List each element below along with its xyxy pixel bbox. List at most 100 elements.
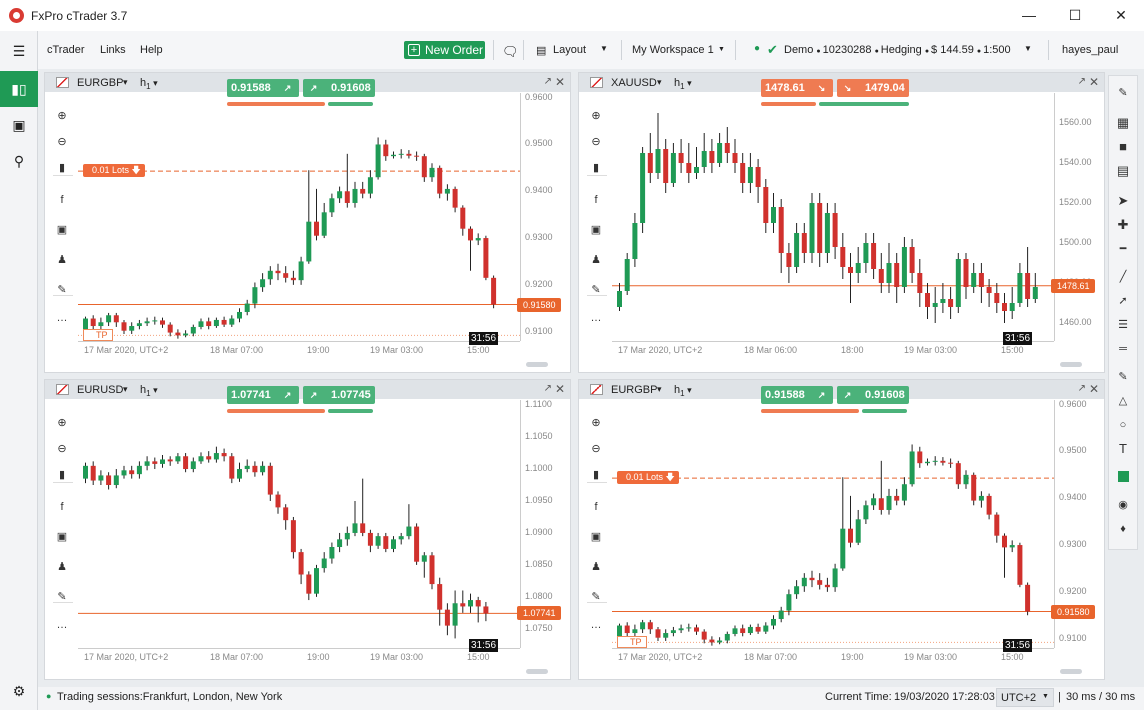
color-swatch[interactable] — [1109, 466, 1137, 488]
chart-type-icon[interactable]: ▮ — [592, 469, 600, 481]
chart-scrollbar[interactable] — [526, 669, 548, 674]
close-chart-icon[interactable]: ✕ — [1088, 75, 1099, 89]
chart-panel-eurgbp[interactable]: EURGBP ▾ h1 ▾ ↗ ✕ ⊕ ⊖ ▮ f ▣ ♟ ✎… 0.91588 ↗ ↗ 0.91608 0.9… — [578, 379, 1105, 680]
maximize-icon[interactable]: ☐ — [1068, 7, 1082, 23]
facebook-icon[interactable]: f — [594, 194, 598, 206]
sell-button[interactable]: 0.91588 ↗ — [227, 79, 299, 97]
bell-icon[interactable]: ♦ — [1120, 523, 1126, 535]
popout-icon[interactable]: ↗ — [1077, 383, 1086, 394]
symbol-name[interactable]: EURGBP — [611, 384, 658, 396]
ray-icon[interactable]: ➚ — [1118, 295, 1128, 307]
chevron-down-icon[interactable]: ▼ — [1024, 44, 1032, 53]
timeframe-select[interactable]: h1 ▾ — [140, 384, 158, 398]
username[interactable]: hayes_paul — [1062, 44, 1119, 56]
menu-ctrader[interactable]: cTrader — [47, 44, 85, 56]
horizontal-line-icon[interactable]: ━ — [1119, 243, 1127, 255]
sidebar-trade-icon[interactable]: ▮▯ — [0, 71, 38, 107]
order-lots-label[interactable]: 0.01 Lots 🡇 — [83, 164, 145, 178]
more-icon[interactable]: … — [590, 312, 602, 324]
order-lots-label[interactable]: 0.01 Lots 🡇 — [617, 471, 679, 485]
popout-icon[interactable]: ↗ — [543, 383, 552, 394]
chart-scrollbar[interactable] — [1060, 362, 1082, 367]
more-icon[interactable]: … — [56, 619, 68, 631]
account-info[interactable]: Demo ● 10230288 ● Hedging ● $ 144.59 ● 1… — [784, 44, 1011, 56]
buy-button[interactable]: ↗ 0.91608 — [303, 79, 375, 97]
sidebar-analyze-icon[interactable]: ⚲ — [13, 153, 25, 169]
chart-type-icon[interactable]: ▮ — [58, 469, 66, 481]
person-icon[interactable]: ♟ — [57, 254, 67, 266]
chart-scrollbar[interactable] — [1060, 669, 1082, 674]
menu-links[interactable]: Links — [100, 44, 126, 56]
time-axis[interactable]: 17 Mar 2020, UTC+2 18 Mar 07:00 19:00 19 Ma… — [612, 648, 1054, 664]
timeframe-select[interactable]: h1 ▾ — [674, 77, 692, 91]
split-layout-icon[interactable]: ▤ — [1116, 163, 1130, 178]
zoom-in-icon[interactable]: ⊕ — [591, 110, 601, 122]
price-plot[interactable] — [612, 400, 1054, 648]
symbol-name[interactable]: XAUUSD — [611, 77, 657, 89]
bot-icon[interactable]: ▣ — [590, 224, 602, 236]
more-icon[interactable]: … — [56, 312, 68, 324]
single-layout-icon[interactable]: ■ — [1119, 139, 1127, 154]
sell-button[interactable]: 1.07741 ↗ — [227, 386, 299, 404]
chart-settings-icon[interactable]: ✎ — [591, 284, 601, 296]
new-order-button[interactable]: + New Order — [404, 41, 485, 59]
triangle-icon[interactable]: △ — [1118, 395, 1128, 407]
person-icon[interactable]: ♟ — [591, 561, 601, 573]
price-plot[interactable] — [78, 93, 520, 341]
chart-type-icon[interactable]: ▮ — [58, 162, 66, 174]
bot-icon[interactable]: ▣ — [590, 531, 602, 543]
timezone-select[interactable]: UTC+2 ▼ — [996, 688, 1054, 707]
price-plot[interactable] — [78, 400, 520, 648]
hamburger-menu-icon[interactable]: ☰ — [12, 43, 26, 59]
trend-line-icon[interactable]: ╱ — [1119, 271, 1127, 283]
timeframe-select[interactable]: h1 ▾ — [674, 384, 692, 398]
chart-panel-eurusd[interactable]: EURUSD ▾ h1 ▾ ↗ ✕ ⊕ ⊖ ▮ f ▣ ♟ ✎… 1.07741 ↗ ↗ 1.07745 1.1… — [44, 379, 571, 680]
menu-help[interactable]: Help — [140, 44, 163, 56]
price-axis[interactable]: 0.9600 0.9500 0.9400 0.9300 0.9200 0.9100 — [1054, 399, 1098, 648]
price-axis[interactable]: 1560.001540.001520.001500.001480.001460.… — [1054, 93, 1098, 341]
sidebar-automate-icon[interactable]: ▣ — [12, 117, 26, 133]
bot-icon[interactable]: ▣ — [56, 531, 68, 543]
cursor-icon[interactable]: ➤ — [1117, 193, 1129, 208]
text-icon[interactable]: T — [1119, 441, 1127, 456]
pencil-icon[interactable]: ✎ — [1118, 371, 1128, 383]
chart-panel-xauusd[interactable]: XAUUSD ▾ h1 ▾ ↗ ✕ ⊕ ⊖ ▮ f ▣ ♟ ✎… 1478.61 ↘ ↘ 1479.04 156… — [578, 72, 1105, 373]
sell-button[interactable]: 1478.61 ↘ — [761, 79, 833, 97]
zoom-in-icon[interactable]: ⊕ — [591, 417, 601, 429]
symbol-name[interactable]: EURUSD — [77, 384, 124, 396]
fibonacci-icon[interactable]: ☰ — [1118, 319, 1128, 331]
zoom-in-icon[interactable]: ⊕ — [57, 110, 67, 122]
buy-button[interactable]: ↗ 1.07745 — [303, 386, 375, 404]
time-axis[interactable]: 17 Mar 2020, UTC+2 18 Mar 06:00 18:00 19 Ma… — [612, 341, 1054, 357]
grid-layout-icon[interactable]: ▦ — [1116, 115, 1130, 130]
buy-button[interactable]: ↗ 0.91608 — [837, 386, 909, 404]
close-chart-icon[interactable]: ✕ — [1088, 382, 1099, 396]
more-icon[interactable]: … — [590, 619, 602, 631]
take-profit-label[interactable]: TP — [617, 636, 647, 649]
symbol-name[interactable]: EURGBP — [77, 77, 124, 89]
buy-button[interactable]: ↘ 1479.04 — [837, 79, 909, 97]
chart-settings-icon[interactable]: ✎ — [591, 591, 601, 603]
close-chart-icon[interactable]: ✕ — [554, 75, 565, 89]
chart-panel-eurgbp[interactable]: EURGBP ▾ h1 ▾ ↗ ✕ ⊕ ⊖ ▮ f ▣ ♟ ✎… 0.91588 ↗ ↗ 0.91608 0.9… — [44, 72, 571, 373]
crosshair-icon[interactable]: ✚ — [1117, 217, 1129, 232]
chevron-down-icon[interactable]: ▾ — [123, 384, 128, 394]
layout-button[interactable]: Layout — [553, 44, 587, 56]
timeframe-select[interactable]: h1 ▾ — [140, 77, 158, 91]
chart-type-icon[interactable]: ▮ — [592, 162, 600, 174]
person-icon[interactable]: ♟ — [57, 561, 67, 573]
chevron-down-icon[interactable]: ▾ — [657, 384, 662, 394]
facebook-icon[interactable]: f — [60, 501, 64, 513]
chart-scrollbar[interactable] — [526, 362, 548, 367]
price-axis[interactable]: 1.1100 1.1050 1.1000 1.0950 1.0900 1.0850 1.08… — [520, 399, 564, 648]
close-chart-icon[interactable]: ✕ — [554, 382, 565, 396]
chevron-down-icon[interactable]: ▼ — [718, 46, 725, 53]
circle-icon[interactable]: ○ — [1119, 419, 1127, 431]
settings-gear-icon[interactable]: ⚙ — [12, 683, 26, 699]
channel-icon[interactable]: ═ — [1119, 343, 1127, 355]
zoom-out-icon[interactable]: ⊖ — [591, 443, 601, 455]
person-icon[interactable]: ♟ — [591, 254, 601, 266]
facebook-icon[interactable]: f — [60, 194, 64, 206]
chevron-down-icon[interactable]: ▾ — [123, 77, 128, 87]
facebook-icon[interactable]: f — [594, 501, 598, 513]
